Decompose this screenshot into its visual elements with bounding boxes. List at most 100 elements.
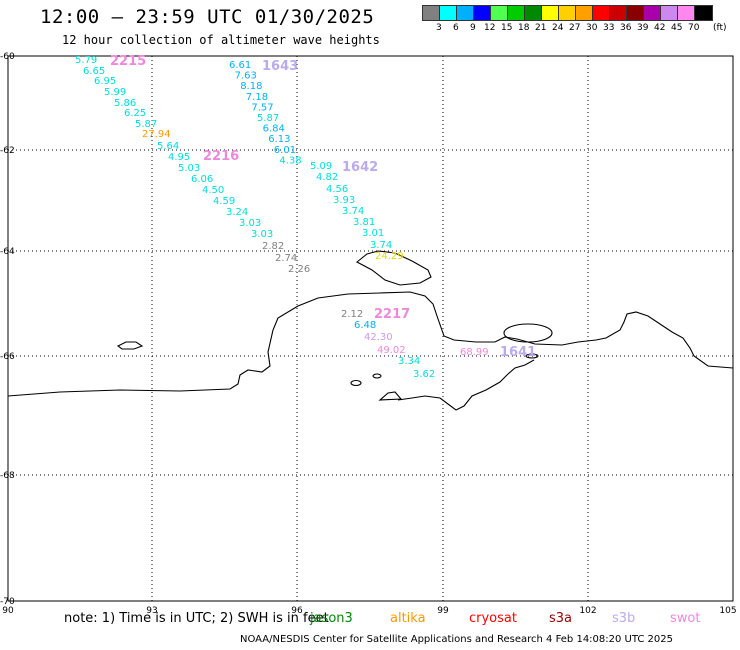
legend-label: 24 bbox=[552, 23, 564, 33]
x-tick-label: 93 bbox=[146, 606, 157, 616]
swh-value: 5.79 bbox=[75, 55, 97, 66]
swh-value: 7.18 bbox=[246, 92, 268, 103]
swh-value: 42.30 bbox=[364, 332, 393, 343]
swh-value: 3.01 bbox=[362, 228, 384, 239]
swh-value: 5.99 bbox=[104, 87, 126, 98]
swh-value: 68.99 bbox=[460, 347, 489, 358]
legend-label: 6 bbox=[453, 23, 459, 33]
coastline-main bbox=[7, 291, 734, 397]
chart-subtitle: 12 hour collection of altimeter wave hei… bbox=[62, 33, 380, 47]
lat-lon-grid bbox=[8, 56, 733, 601]
swh-value: 6.48 bbox=[354, 320, 376, 331]
swh-value: 6.01 bbox=[274, 145, 296, 156]
x-tick-label: 90 bbox=[2, 606, 14, 616]
legend-label: 15 bbox=[501, 23, 513, 33]
swh-value: 3.74 bbox=[370, 240, 392, 251]
coastline-wedge bbox=[378, 391, 403, 401]
y-tick-label: -60 bbox=[0, 52, 15, 62]
antarctic-coastline bbox=[7, 250, 734, 411]
swh-value: 7.63 bbox=[235, 71, 257, 82]
swh-value: 6.25 bbox=[124, 108, 146, 119]
satellite-jason3: jason3 bbox=[310, 611, 353, 626]
swh-value: 27.94 bbox=[142, 129, 171, 140]
coastline-inner bbox=[397, 359, 535, 411]
satellite-swot: swot bbox=[670, 611, 700, 626]
swh-value: 3.03 bbox=[251, 229, 273, 240]
color-legend: 3 6 9 12 15 18 21 24 27 30 33 36 39 42 45 70 (ft) bbox=[422, 5, 727, 35]
swh-value: 2.12 bbox=[341, 309, 363, 320]
legend-swatch bbox=[695, 6, 712, 20]
swh-value: 6.06 bbox=[191, 174, 213, 185]
satellite-s3b: s3b bbox=[612, 611, 635, 626]
x-tick-label: 96 bbox=[291, 606, 303, 616]
swh-value: 3.34 bbox=[398, 356, 420, 367]
swh-value: 6.95 bbox=[94, 76, 116, 87]
swh-value: 5.87 bbox=[135, 119, 157, 130]
legend-swatch bbox=[542, 6, 559, 20]
x-tick-label: 105 bbox=[719, 606, 736, 616]
satellite-altika-label: altika bbox=[390, 611, 426, 626]
swh-value: 4.50 bbox=[202, 185, 224, 196]
legend-color-scale bbox=[422, 5, 713, 21]
legend-swatch bbox=[457, 6, 474, 20]
swh-value: 5.86 bbox=[114, 98, 136, 109]
legend-label: 42 bbox=[654, 23, 666, 33]
legend-swatch bbox=[644, 6, 661, 20]
legend-label: 33 bbox=[603, 23, 615, 33]
footer-note: note: 1) Time is in UTC; 2) SWH is in fe… bbox=[64, 611, 329, 626]
footer-credit: NOAA/NESDIS Center for Satellite Applica… bbox=[240, 634, 673, 645]
swh-value: 4.82 bbox=[316, 172, 338, 183]
pass-number-label: 2217 bbox=[374, 307, 410, 322]
swh-value: 3.81 bbox=[353, 217, 375, 228]
satellite-jason3-label: jason3 bbox=[310, 611, 353, 626]
swh-value: 3.03 bbox=[239, 218, 261, 229]
satellite-s3a: s3a bbox=[549, 611, 572, 626]
swh-value: 6.84 bbox=[263, 124, 285, 135]
swh-value: 6.61 bbox=[229, 60, 251, 71]
legend-swatch bbox=[593, 6, 610, 20]
legend-labels: 3 6 9 12 15 18 21 24 27 30 33 36 39 42 45 70 (ft) bbox=[422, 21, 727, 35]
swh-value: 2.82 bbox=[262, 241, 284, 252]
swh-value: 2.26 bbox=[288, 264, 310, 275]
swh-value: 4.56 bbox=[326, 184, 348, 195]
swh-value: 4.59 bbox=[213, 196, 235, 207]
small-island-b bbox=[372, 373, 382, 379]
x-tick-label: 99 bbox=[437, 606, 449, 616]
altimeter-tracks: 5.796.656.955.995.866.255.8727.945.644.9… bbox=[75, 54, 536, 380]
legend-label: 9 bbox=[470, 23, 476, 33]
map-frame bbox=[7, 55, 734, 602]
legend-swatch bbox=[661, 6, 678, 20]
axis-tick-labels: 90 93 96 99 102 105 -60 -62 -64 -66 -68 -70 bbox=[0, 52, 737, 616]
swh-value: 49.02 bbox=[377, 345, 406, 356]
pass-number-label: 1641 bbox=[500, 345, 536, 360]
swh-value: 8.18 bbox=[240, 81, 262, 92]
chart-title: 12:00 – 23:59 UTC 01/30/2025 bbox=[40, 6, 375, 28]
legend-label: 27 bbox=[569, 23, 581, 33]
satellite-cryosat: cryosat bbox=[469, 611, 517, 626]
swh-value: 4.95 bbox=[168, 152, 190, 163]
satellite-swot-label: swot bbox=[670, 611, 701, 626]
y-tick-label: -64 bbox=[0, 247, 15, 257]
swh-value: 3.74 bbox=[342, 206, 364, 217]
small-island-a bbox=[350, 379, 362, 387]
pass-number-label: 2215 bbox=[110, 54, 146, 69]
swh-value: 5.64 bbox=[157, 141, 179, 152]
legend-swatch bbox=[491, 6, 508, 20]
swh-value: 5.87 bbox=[257, 113, 279, 124]
legend-label: 45 bbox=[671, 23, 683, 33]
legend-swatch bbox=[508, 6, 525, 20]
small-island-c bbox=[525, 353, 539, 359]
legend-label: 30 bbox=[586, 23, 598, 33]
y-tick-label: -68 bbox=[0, 471, 15, 481]
legend-label: 18 bbox=[518, 23, 530, 33]
legend-unit: (ft) bbox=[713, 23, 727, 33]
ice-island-east bbox=[503, 323, 553, 343]
swh-value: 2.74 bbox=[275, 253, 297, 264]
legend-swatch bbox=[576, 6, 593, 20]
pass-number-label: 2216 bbox=[203, 149, 239, 164]
swh-value: 7.57 bbox=[251, 102, 273, 113]
swh-value: 3.93 bbox=[333, 195, 355, 206]
y-tick-label: -70 bbox=[0, 597, 15, 607]
y-tick-label: -62 bbox=[0, 146, 15, 156]
legend-swatch bbox=[474, 6, 491, 20]
